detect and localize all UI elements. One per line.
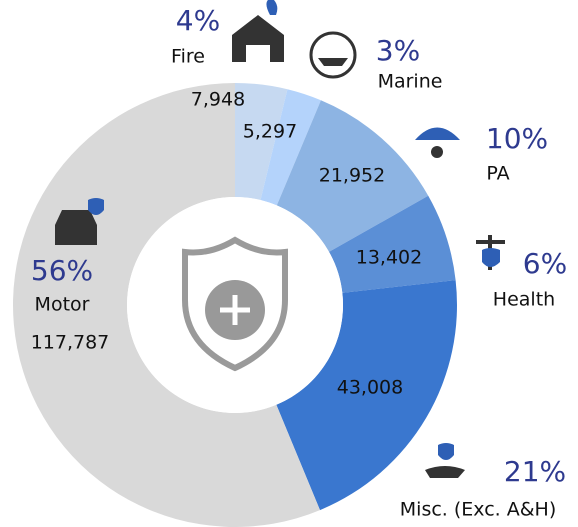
- category-label: Marine: [378, 71, 443, 93]
- motor-car: [55, 210, 97, 245]
- percent-label: 6%: [523, 247, 567, 280]
- value-label: 43,008: [337, 377, 403, 399]
- category-label: Health: [493, 289, 555, 311]
- health-shield: [482, 248, 500, 267]
- slice: [276, 280, 457, 511]
- percent-label: 10%: [486, 122, 548, 155]
- slice: [276, 100, 429, 252]
- value-label: 117,787: [31, 332, 110, 354]
- category-label: PA: [486, 163, 509, 185]
- motor-shield: [88, 198, 104, 215]
- category-label: Misc. (Exc. A&H): [400, 499, 556, 521]
- percent-label: 21%: [504, 455, 566, 488]
- percent-label: 4%: [176, 4, 220, 37]
- slice: [12, 83, 320, 527]
- pa-umbrella: [415, 127, 460, 140]
- category-label: Motor: [35, 294, 90, 316]
- category-label: Fire: [171, 46, 205, 68]
- pa-person: [431, 146, 443, 158]
- slice: [235, 83, 288, 201]
- slice: [329, 195, 456, 293]
- value-label: 7,948: [191, 89, 245, 111]
- marine-ship: [318, 58, 348, 66]
- fire-flame: [266, 0, 278, 15]
- value-label: 13,402: [356, 247, 422, 269]
- slices: [12, 83, 457, 527]
- misc-shield: [438, 443, 454, 460]
- misc-hand: [425, 466, 465, 478]
- center-shield-icon: [182, 236, 288, 372]
- slice: [260, 89, 321, 206]
- marine-icon: [309, 31, 357, 79]
- percent-label: 56%: [31, 254, 93, 287]
- value-label: 21,952: [319, 165, 385, 187]
- icons: [55, 0, 505, 478]
- value-label: 5,297: [243, 121, 297, 143]
- percent-label: 3%: [376, 34, 420, 67]
- fire-icon: [232, 15, 284, 62]
